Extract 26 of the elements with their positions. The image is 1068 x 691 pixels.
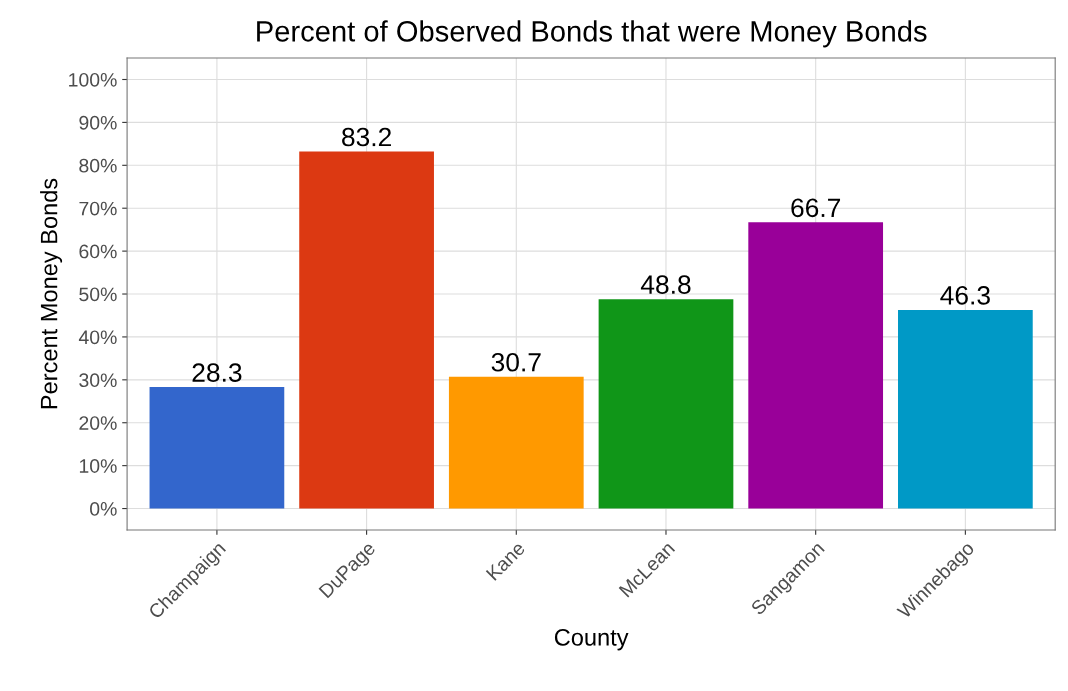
data-label: 46.3 [940, 285, 990, 305]
bar [149, 387, 285, 509]
y-tick-label: 40% [78, 330, 117, 345]
y-tick-label: 100% [69, 72, 117, 87]
x-axis-title: County [554, 629, 629, 651]
y-tick-label: 30% [79, 373, 117, 388]
bar [598, 299, 734, 509]
y-axis-title: Percent Money Bonds [40, 178, 63, 409]
y-tick-label: 10% [79, 459, 117, 473]
bar [299, 151, 434, 509]
chart-title: Percent of Observed Bonds that were Money Bonds [257, 20, 927, 48]
bar [748, 222, 884, 509]
data-label: 28.3 [192, 363, 242, 382]
data-label: 66.7 [791, 198, 841, 218]
data-label: 48.8 [640, 275, 691, 294]
y-tick-label: 80% [79, 158, 117, 173]
data-label: 83.2 [342, 127, 391, 147]
y-tick-label: 70% [79, 201, 117, 216]
bar [448, 376, 584, 509]
y-tick-label: 20% [79, 416, 117, 430]
bar [898, 309, 1033, 509]
y-tick-label: 50% [79, 287, 117, 302]
y-tick-label: 60% [79, 244, 117, 259]
data-label: 30.7 [491, 352, 541, 372]
y-tick-label: 90% [79, 115, 117, 130]
y-tick-label: 0% [90, 502, 117, 516]
